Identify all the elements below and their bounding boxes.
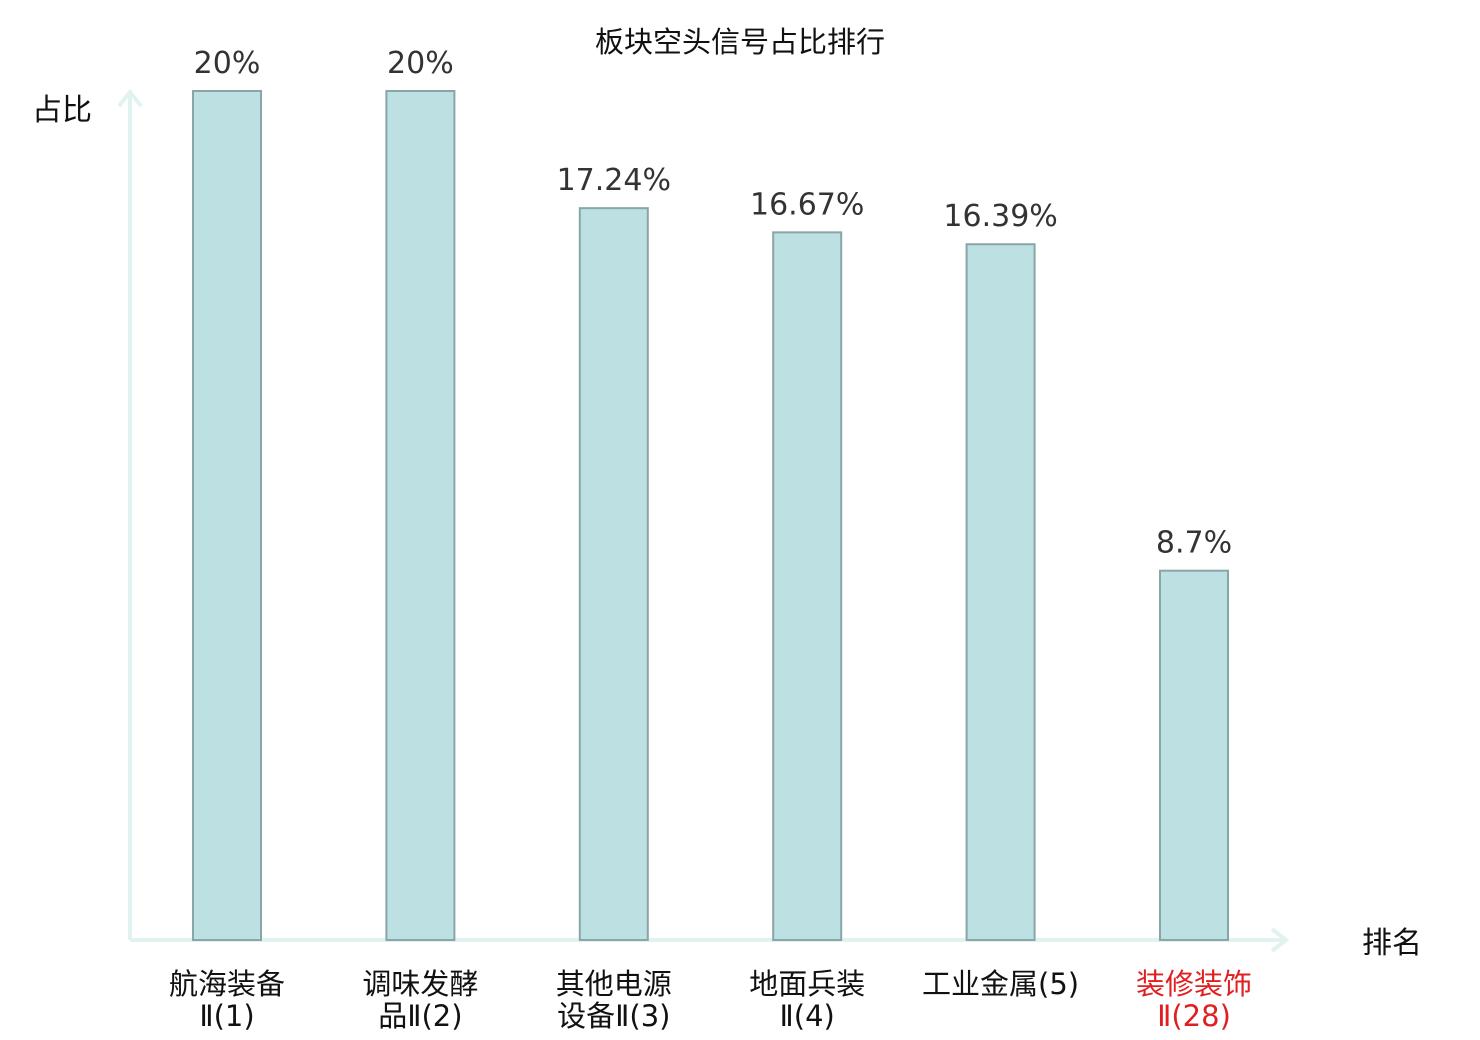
x-tick-label: 品Ⅱ(2) — [378, 999, 462, 1033]
bar-value-label: 16.67% — [750, 187, 864, 222]
x-axis — [130, 927, 1290, 953]
bar — [192, 90, 262, 941]
y-axis-label: 占比 — [32, 93, 92, 128]
x-tick-label: 航海装备 — [169, 967, 285, 1001]
bar — [965, 243, 1036, 941]
y-axis-arrowhead — [117, 88, 143, 108]
bar — [385, 90, 456, 941]
x-tick-label: Ⅱ(1) — [199, 999, 254, 1033]
bar-value-label: 20% — [194, 46, 261, 81]
bar — [578, 207, 649, 942]
bar-value-label: 16.39% — [943, 199, 1057, 234]
bar-value-label: 20% — [387, 46, 454, 81]
x-tick-label: 设备Ⅱ(3) — [557, 999, 670, 1033]
bar — [1159, 569, 1229, 941]
x-tick-label: 工业金属(5) — [922, 967, 1079, 1001]
bar-value-label: 17.24% — [557, 163, 671, 198]
x-tick-label: Ⅱ(4) — [780, 999, 835, 1033]
bar — [772, 231, 843, 941]
x-tick-label: 装修装饰 — [1136, 967, 1252, 1001]
x-tick-label: 其他电源 — [556, 967, 672, 1001]
x-axis-label: 排名 — [1362, 926, 1422, 961]
x-tick-label: Ⅱ(28) — [1157, 999, 1231, 1033]
x-tick-label: 地面兵装 — [749, 967, 865, 1001]
bar-value-label: 8.7% — [1156, 526, 1232, 561]
chart-title: 板块空头信号占比排行 — [595, 25, 885, 59]
bars — [192, 90, 1229, 942]
y-axis — [117, 88, 143, 940]
value-labels: 20% 20% 17.24% 16.67% 16.39% 8.7% — [194, 46, 1232, 561]
x-axis-arrowhead — [1270, 927, 1290, 953]
x-tick-label: 调味发酵 — [362, 967, 478, 1001]
